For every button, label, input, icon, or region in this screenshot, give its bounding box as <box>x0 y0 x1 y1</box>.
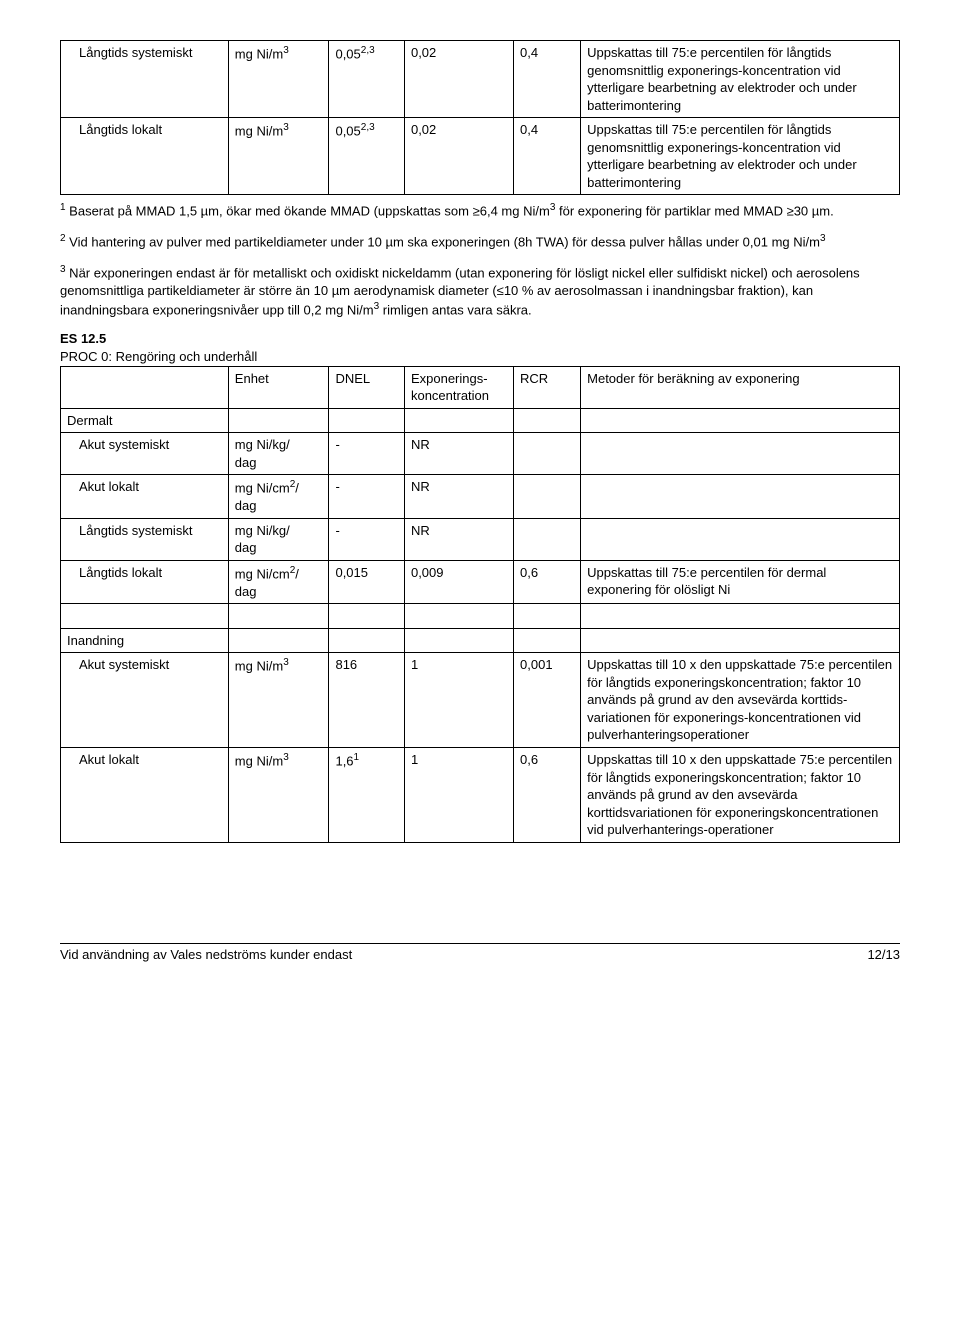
row-unit: mg Ni/m3 <box>228 118 329 195</box>
table-row: Långtids systemiskt mg Ni/m3 0,052,3 0,0… <box>61 41 900 118</box>
table-row: Långtids systemiskt mg Ni/kg/dag - NR <box>61 518 900 560</box>
header-blank <box>61 366 229 408</box>
row-label: Akut systemiskt <box>61 653 229 748</box>
row-unit: mg Ni/m3 <box>228 41 329 118</box>
exposure-table-continuation: Långtids systemiskt mg Ni/m3 0,052,3 0,0… <box>60 40 900 195</box>
header-unit: Enhet <box>228 366 329 408</box>
row-conc: 0,02 <box>404 118 513 195</box>
header-conc: Exponerings-koncentration <box>404 366 513 408</box>
header-row: Enhet DNEL Exponerings-koncentration RCR… <box>61 366 900 408</box>
row-unit: mg Ni/cm2/dag <box>228 475 329 518</box>
table-row: Långtids lokalt mg Ni/cm2/dag 0,015 0,00… <box>61 560 900 603</box>
row-method <box>581 475 900 518</box>
row-conc: 1 <box>404 653 513 748</box>
footer-text: Vid användning av Vales nedströms kunder… <box>60 946 352 964</box>
footnote-3: 3 När exponeringen endast är för metalli… <box>60 263 900 318</box>
row-rcr <box>514 433 581 475</box>
row-rcr: 0,6 <box>514 748 581 843</box>
row-dnel: 1,61 <box>329 748 405 843</box>
row-label: Långtids lokalt <box>61 118 229 195</box>
row-conc: NR <box>404 518 513 560</box>
header-rcr: RCR <box>514 366 581 408</box>
row-dnel: - <box>329 433 405 475</box>
row-method: Uppskattas till 75:e percentilen för der… <box>581 560 900 603</box>
table-row: Akut lokalt mg Ni/m3 1,61 1 0,6 Uppskatt… <box>61 748 900 843</box>
row-label: Akut lokalt <box>61 475 229 518</box>
table-row: Långtids lokalt mg Ni/m3 0,052,3 0,02 0,… <box>61 118 900 195</box>
row-method: Uppskattas till 75:e percentilen för lån… <box>581 118 900 195</box>
section-row-inandning: Inandning <box>61 628 900 653</box>
section-row-dermalt: Dermalt <box>61 408 900 433</box>
row-label: Långtids systemiskt <box>61 518 229 560</box>
row-dnel: - <box>329 518 405 560</box>
header-method: Metoder för beräkning av exponering <box>581 366 900 408</box>
row-conc: NR <box>404 433 513 475</box>
dermalt-label: Dermalt <box>61 408 229 433</box>
row-unit: mg Ni/cm2/dag <box>228 560 329 603</box>
row-dnel: 0,052,3 <box>329 41 405 118</box>
row-method: Uppskattas till 10 x den uppskattade 75:… <box>581 653 900 748</box>
row-method <box>581 433 900 475</box>
row-method: Uppskattas till 10 x den uppskattade 75:… <box>581 748 900 843</box>
row-dnel: 0,052,3 <box>329 118 405 195</box>
page-footer: Vid användning av Vales nedströms kunder… <box>60 943 900 964</box>
row-unit: mg Ni/m3 <box>228 748 329 843</box>
row-rcr <box>514 518 581 560</box>
row-conc: 0,02 <box>404 41 513 118</box>
footnote-2: 2 Vid hantering av pulver med partikeldi… <box>60 232 900 251</box>
exposure-table-es125: Enhet DNEL Exponerings-koncentration RCR… <box>60 366 900 843</box>
spacer-row <box>61 604 900 629</box>
row-label: Långtids lokalt <box>61 560 229 603</box>
row-unit: mg Ni/m3 <box>228 653 329 748</box>
row-conc: NR <box>404 475 513 518</box>
row-method <box>581 518 900 560</box>
table-row: Akut systemiskt mg Ni/kg/dag - NR <box>61 433 900 475</box>
inandning-label: Inandning <box>61 628 229 653</box>
row-unit: mg Ni/kg/dag <box>228 433 329 475</box>
row-dnel: 0,015 <box>329 560 405 603</box>
table-row: Akut lokalt mg Ni/cm2/dag - NR <box>61 475 900 518</box>
footnote-1: 1 Baserat på MMAD 1,5 µm, ökar med ökand… <box>60 201 900 220</box>
row-conc: 0,009 <box>404 560 513 603</box>
es-subtitle: PROC 0: Rengöring och underhåll <box>60 348 900 366</box>
row-rcr: 0,6 <box>514 560 581 603</box>
row-label: Akut lokalt <box>61 748 229 843</box>
header-dnel: DNEL <box>329 366 405 408</box>
row-dnel: - <box>329 475 405 518</box>
row-rcr: 0,4 <box>514 118 581 195</box>
row-method: Uppskattas till 75:e percentilen för lån… <box>581 41 900 118</box>
row-label: Akut systemiskt <box>61 433 229 475</box>
row-unit: mg Ni/kg/dag <box>228 518 329 560</box>
row-label: Långtids systemiskt <box>61 41 229 118</box>
row-rcr <box>514 475 581 518</box>
table-row: Akut systemiskt mg Ni/m3 816 1 0,001 Upp… <box>61 653 900 748</box>
footer-page-number: 12/13 <box>867 946 900 964</box>
es-title: ES 12.5 <box>60 330 900 348</box>
row-rcr: 0,4 <box>514 41 581 118</box>
row-dnel: 816 <box>329 653 405 748</box>
row-conc: 1 <box>404 748 513 843</box>
row-rcr: 0,001 <box>514 653 581 748</box>
